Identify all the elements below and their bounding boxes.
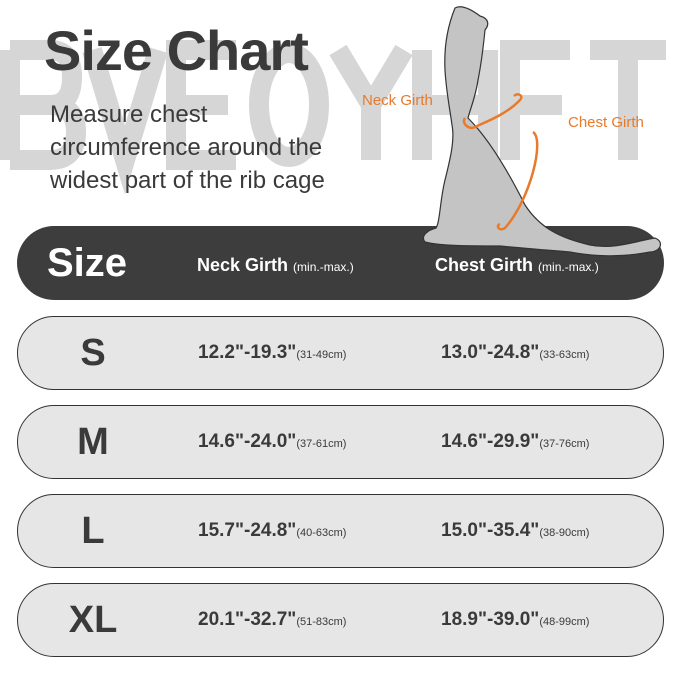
chest-girth-value: 14.6"-29.9"(37-76cm) (441, 430, 589, 456)
chest-inches: 15.0"-35.4" (441, 520, 540, 541)
size-row: XL 20.1"-32.7"(51-83cm) 18.9"-39.0"(48-9… (17, 583, 664, 657)
chest-girth-value: 15.0"-35.4"(38-90cm) (441, 519, 589, 545)
header-chest-label: Chest Girth (435, 255, 534, 275)
size-row: L 15.7"-24.8"(40-63cm) 15.0"-35.4"(38-90… (17, 494, 664, 568)
neck-inches: 15.7"-24.8" (198, 520, 297, 541)
chest-cm: (38-90cm) (539, 527, 590, 539)
chest-girth-label: Chest Girth (568, 114, 644, 131)
header-neck-unit: (min.-max.) (293, 260, 354, 274)
header-neck: Neck Girth (min.-max.) (197, 254, 354, 278)
neck-cm: (31-49cm) (296, 349, 347, 361)
neck-cm: (40-63cm) (296, 527, 347, 539)
chest-girth-value: 13.0"-24.8"(33-63cm) (441, 341, 589, 367)
chest-inches: 13.0"-24.8" (441, 342, 540, 363)
neck-inches: 14.6"-24.0" (198, 431, 297, 452)
neck-cm: (51-83cm) (296, 616, 347, 628)
desc-line: Measure chest (50, 101, 208, 128)
size-label: L (81, 510, 105, 552)
neck-inches: 20.1"-32.7" (198, 609, 297, 630)
neck-girth-value: 12.2"-19.3"(31-49cm) (198, 341, 346, 367)
size-label: M (77, 421, 109, 463)
neck-girth-value: 20.1"-32.7"(51-83cm) (198, 608, 346, 634)
chest-inches: 14.6"-29.9" (441, 431, 540, 452)
desc-line: widest part of the rib cage (50, 167, 325, 194)
chest-girth-value: 18.9"-39.0"(48-99cm) (441, 608, 589, 634)
size-row: M 14.6"-24.0"(37-61cm) 14.6"-29.9"(37-76… (17, 405, 664, 479)
header-chest-unit: (min.-max.) (538, 260, 599, 274)
chest-cm: (48-99cm) (539, 616, 590, 628)
chest-inches: 18.9"-39.0" (441, 609, 540, 630)
neck-cm: (37-61cm) (296, 438, 347, 450)
size-label: S (80, 332, 106, 374)
header-chest: Chest Girth (min.-max.) (435, 254, 599, 278)
size-label: XL (68, 599, 118, 641)
chest-cm: (33-63cm) (539, 349, 590, 361)
size-row: S 12.2"-19.3"(31-49cm) 13.0"-24.8"(33-63… (17, 316, 664, 390)
neck-girth-value: 15.7"-24.8"(40-63cm) (198, 519, 346, 545)
measure-instructions: Measure chest circumference around the w… (50, 98, 325, 197)
page-title: Size Chart (44, 19, 309, 82)
chest-cm: (37-76cm) (539, 438, 590, 450)
desc-line: circumference around the (50, 134, 323, 161)
header-neck-label: Neck Girth (197, 255, 289, 275)
neck-inches: 12.2"-19.3" (198, 342, 297, 363)
neck-girth-label: Neck Girth (362, 92, 433, 109)
header-size: Size (47, 241, 128, 285)
neck-girth-value: 14.6"-24.0"(37-61cm) (198, 430, 346, 456)
